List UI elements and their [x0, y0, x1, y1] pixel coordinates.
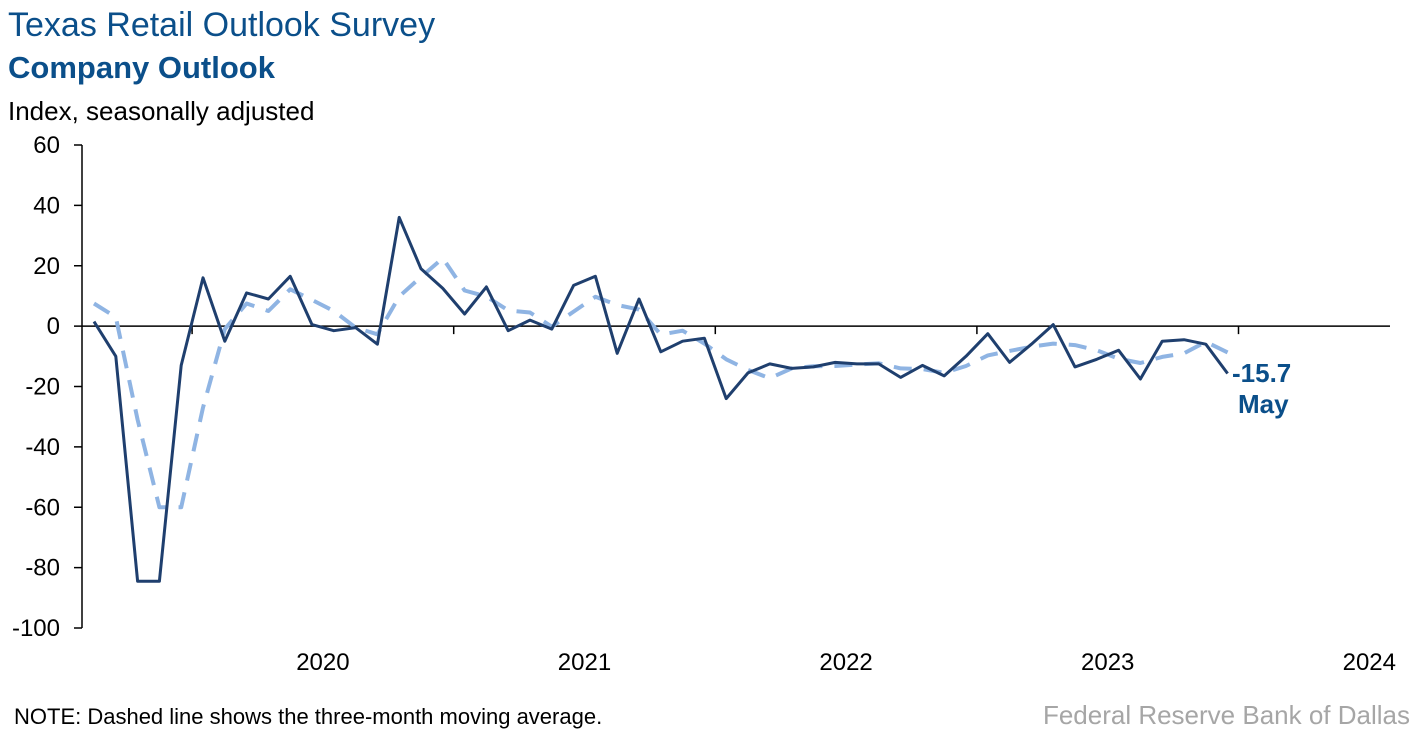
company-outlook-line: [92, 215, 1229, 583]
y-tick-label: 60: [33, 132, 60, 159]
y-axis-label: Index, seasonally adjusted: [8, 96, 315, 126]
y-tick-label: -100: [12, 615, 60, 642]
y-tick-label: -20: [25, 374, 60, 401]
y-tick-label: 0: [47, 313, 60, 340]
x-tick-label: 2022: [819, 649, 872, 676]
chart-title: Texas Retail Outlook Survey: [8, 6, 436, 44]
moving-average-line: [92, 256, 1229, 510]
y-tick-label: -60: [25, 494, 60, 521]
y-tick-label: -80: [25, 555, 60, 582]
x-tick-labels: 2020 2021 2022 2023 2024: [296, 649, 1396, 676]
x-tick-label: 2023: [1081, 649, 1134, 676]
x-tick-label: 2024: [1343, 649, 1396, 676]
x-tick-label: 2020: [296, 649, 349, 676]
chart-note: NOTE: Dashed line shows the three-month …: [14, 704, 603, 729]
y-tick-labels: 60 40 20 0 -20 -40 -60 -80 -100: [12, 132, 60, 642]
last-value-label: -15.7: [1232, 358, 1291, 388]
axes: [74, 144, 1390, 629]
source-credit: Federal Reserve Bank of Dallas: [1042, 700, 1410, 730]
x-tick-label: 2021: [558, 649, 611, 676]
y-tick-label: 40: [33, 192, 60, 219]
chart-subtitle: Company Outlook: [8, 50, 275, 85]
series-layer: [92, 215, 1229, 583]
y-tick-label: -40: [25, 434, 60, 461]
y-tick-label: 20: [33, 253, 60, 280]
last-month-label: May: [1238, 389, 1289, 419]
